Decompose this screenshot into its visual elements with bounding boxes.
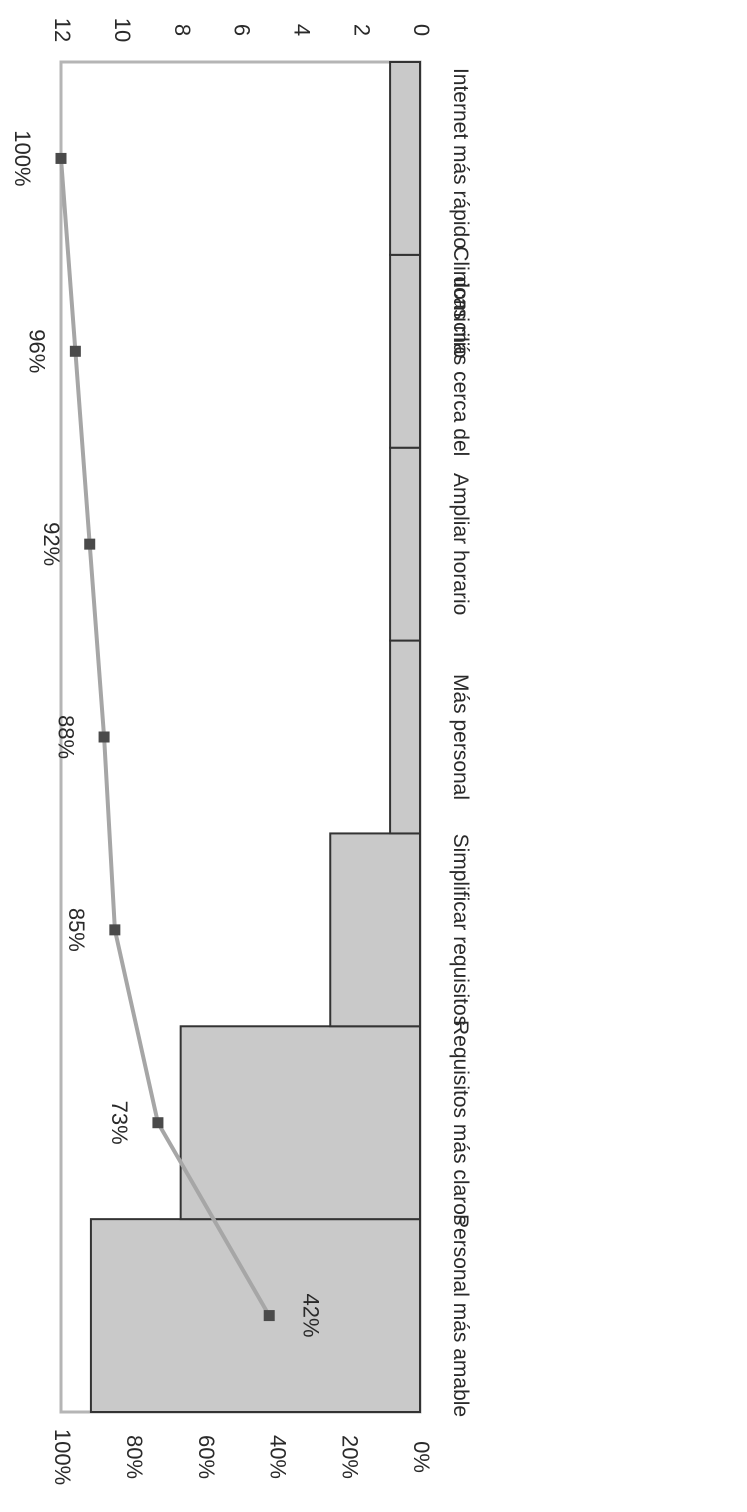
data-label-4: 88% <box>53 715 78 759</box>
right-axis-tick-80pct: 80% <box>122 1435 147 1479</box>
cumulative-marker-4 <box>98 731 110 743</box>
bar-4 <box>389 639 421 835</box>
left-axis-tick-10: 10 <box>110 18 135 42</box>
data-label-1: 42% <box>298 1294 323 1338</box>
category-label-6: Clinicas más cerca deldomicilio <box>449 246 472 456</box>
chart-group: 42% 73% 85% 88% 92% 96% 100% 0 2 4 6 8 10 12 0% 20% 40% 6… <box>10 18 472 1485</box>
left-axis-tick-12: 12 <box>50 18 75 42</box>
right-axis-tick-20pct: 20% <box>337 1435 362 1479</box>
left-axis-tick-8: 8 <box>170 24 195 36</box>
category-label-3: Simplificar requisitos <box>449 834 472 1027</box>
category-label-4: Más personal <box>449 674 472 800</box>
data-label-3: 85% <box>64 908 89 952</box>
cumulative-marker-6 <box>69 345 81 357</box>
right-axis-tick-100pct: 100% <box>50 1429 75 1485</box>
right-axis-tick-0pct: 0% <box>409 1441 434 1473</box>
left-axis-tick-6: 6 <box>230 24 255 36</box>
left-axis-tick-2: 2 <box>349 24 374 36</box>
left-axis-tick-4: 4 <box>290 24 315 36</box>
cumulative-marker-5 <box>84 538 96 550</box>
data-label-5: 92% <box>39 522 64 566</box>
category-label-1: Personal más amable <box>449 1214 472 1417</box>
category-label-2: Requisitos más claros <box>449 1020 472 1225</box>
cumulative-marker-2 <box>152 1117 164 1129</box>
bar-7 <box>389 61 421 256</box>
left-axis-tick-0: 0 <box>409 24 434 36</box>
right-axis-tick-40pct: 40% <box>266 1435 291 1479</box>
data-label-2: 73% <box>107 1101 132 1145</box>
cumulative-marker-1 <box>263 1310 275 1322</box>
category-label-5: Ampliar horario <box>449 473 472 615</box>
bar-1 <box>89 1218 421 1413</box>
category-label-7: Internet más rápido <box>449 68 472 249</box>
data-label-6: 96% <box>25 329 50 373</box>
bar-2 <box>179 1025 421 1221</box>
right-axis-tick-60pct: 60% <box>194 1435 219 1479</box>
bar-5 <box>389 446 421 642</box>
cumulative-marker-3 <box>109 924 121 936</box>
bar-6 <box>389 253 421 449</box>
bar-3 <box>329 832 421 1028</box>
data-label-7: 100% <box>10 130 35 186</box>
cumulative-marker-7 <box>55 152 67 164</box>
